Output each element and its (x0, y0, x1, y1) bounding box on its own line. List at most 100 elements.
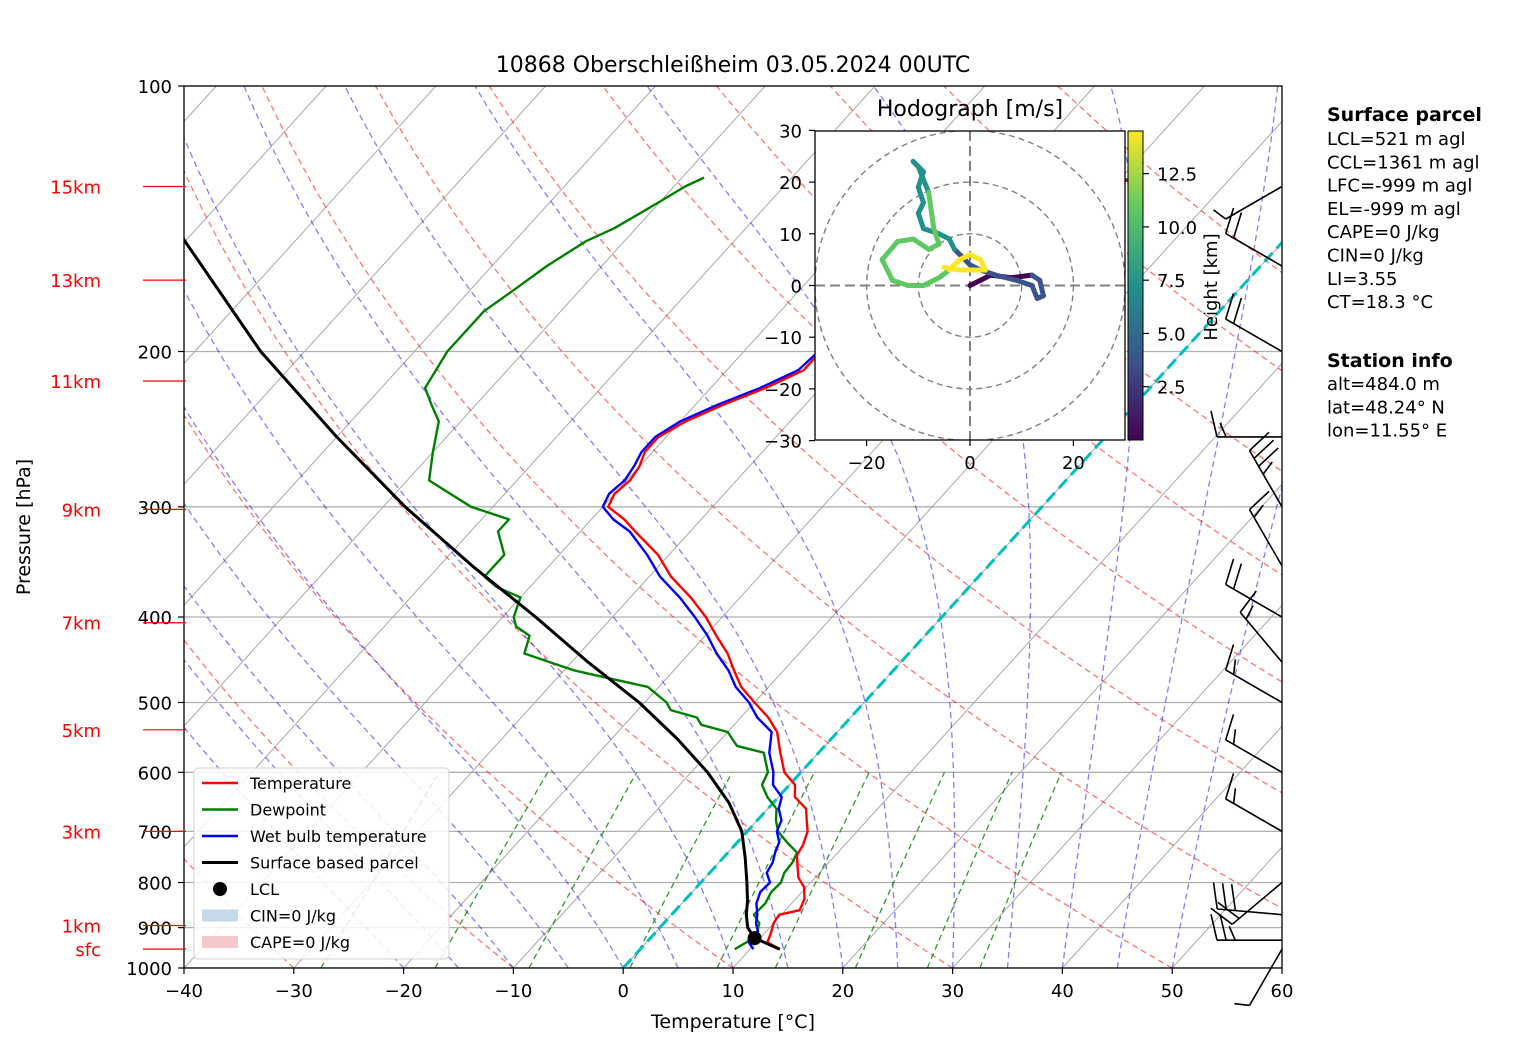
wind-barb (1248, 490, 1283, 567)
height-label: 11km (50, 372, 101, 393)
chart-title: 10868 Oberschleißheim 03.05.2024 00UTC (496, 53, 971, 78)
y-tick-label: 1000 (126, 959, 172, 980)
wind-barbs (1210, 185, 1283, 1007)
moist-adiabat (474, 86, 899, 968)
wind-barb-flag (1224, 293, 1235, 320)
y-tick-label: 200 (138, 343, 172, 364)
wind-barb-shaft (1231, 881, 1283, 925)
dry-adiabat (375, 86, 1282, 910)
wind-barb (1210, 881, 1283, 925)
height-label: 15km (50, 177, 101, 198)
y-tick-label: 900 (138, 919, 172, 940)
isotherm (184, 86, 766, 727)
moist-adiabat (184, 135, 734, 968)
wind-barb-flag (1245, 605, 1254, 620)
moist-adiabat (646, 86, 956, 968)
wind-barb-flag (1253, 439, 1275, 459)
wind-barb-flag (1232, 297, 1243, 324)
wind-barb-shaft (1225, 318, 1283, 353)
height-label: 3km (62, 822, 101, 843)
legend-label: CAPE=0 J/kg (250, 933, 350, 952)
y-tick-label: 800 (138, 874, 172, 895)
station-info-title: Station info (1327, 350, 1453, 372)
wind-barb-shaft (1225, 232, 1283, 267)
height-label: 7km (62, 614, 101, 635)
zero-degree-isotherm (622, 240, 1282, 968)
hodograph-y-tick-label: −20 (764, 380, 802, 401)
hodograph-axes: 30 20 10 0 −10 −20 −30 −20 0 20 (764, 121, 1085, 474)
hodograph-segment (879, 239, 901, 263)
legend-label: Surface based parcel (250, 854, 419, 873)
y-axis-label: Pressure [hPa] (13, 459, 35, 595)
hodograph-segment (879, 257, 895, 283)
wind-barb-shaft (1225, 739, 1283, 774)
colorbar-tick-label: 10.0 (1157, 218, 1197, 239)
legend-label: CIN=0 J/kg (250, 907, 336, 926)
wind-barb-shaft (1225, 583, 1283, 618)
wind-barb (1212, 882, 1283, 916)
surface-parcel-title: Surface parcel (1327, 104, 1482, 126)
wind-barb (1224, 293, 1283, 353)
wind-barb-shaft (1225, 185, 1283, 220)
surface-parcel-line: CT=18.3 °C (1327, 292, 1433, 313)
hodograph-segment (1037, 277, 1046, 299)
x-tick-label: 10 (722, 981, 745, 1002)
isotherm (513, 120, 1282, 968)
mixing-ratio-line (979, 772, 1063, 968)
profile-wet-bulb-temperature (601, 176, 1139, 950)
y-tick-label: 100 (138, 77, 172, 98)
colorbar-tick-label: 7.5 (1157, 271, 1186, 292)
height-label: 1km (62, 917, 101, 938)
hodograph-x-tick-label: 0 (964, 453, 975, 474)
x-tick-label: −30 (275, 981, 313, 1002)
hodograph-segment (895, 236, 916, 245)
wind-barb-flag (1224, 714, 1235, 741)
wind-barb-flag (1232, 212, 1243, 239)
isotherm (732, 362, 1282, 968)
y-tick-label: 400 (138, 608, 172, 629)
wind-barb-shaft (1225, 798, 1283, 833)
wind-barb-flag (1262, 461, 1273, 475)
wind-barb (1213, 185, 1283, 220)
surface-parcel-line: LFC=-999 m agl (1327, 176, 1472, 197)
lcl-marker (747, 931, 762, 946)
surface-parcel-line: CAPE=0 J/kg (1327, 222, 1440, 243)
wind-barb-flag (1224, 558, 1235, 585)
surface-parcel-line: LI=3.55 (1327, 269, 1398, 290)
height-label: sfc (75, 940, 101, 961)
wind-barb-shaft (1248, 450, 1283, 508)
hodograph-segment (915, 184, 926, 206)
height-label: 13km (50, 271, 101, 292)
y-axis: 1000 900 800 700 600 500 400 300 200 100 (126, 77, 184, 980)
surface-parcel-line: EL=-999 m agl (1327, 199, 1461, 220)
x-axis-label: Temperature [°C] (650, 1011, 815, 1033)
colorbar-tick-label: 2.5 (1157, 378, 1186, 399)
wind-barb-flag (1230, 884, 1237, 911)
wind-barb (1224, 644, 1283, 704)
hodograph-colorbar-ticks: 2.5 5.0 7.5 10.0 12.5 (1143, 165, 1197, 399)
dry-adiabat (184, 414, 734, 968)
hodograph-segment (1014, 277, 1035, 288)
hodograph-y-tick-label: 10 (779, 225, 802, 246)
x-tick-label: 50 (1161, 981, 1184, 1002)
colorbar-tick-label: 5.0 (1157, 324, 1186, 345)
wind-barb (1234, 948, 1283, 1007)
wind-barb-flag (1210, 907, 1233, 925)
x-axis: −40 −30 −20 −10 0 10 20 30 40 50 60 (165, 968, 1293, 1002)
mixing-ratio-line (854, 772, 946, 968)
wind-barb-flag (1228, 925, 1236, 941)
surface-parcel-line: CCL=1361 m agl (1327, 152, 1480, 173)
wind-barb-flag (1253, 504, 1264, 518)
x-tick-label: 60 (1271, 981, 1294, 1002)
x-tick-label: −20 (385, 981, 423, 1002)
wind-barb-flag (1232, 788, 1237, 804)
wind-barb-flag (1224, 207, 1235, 234)
colorbar-label: Height [km] (1201, 233, 1222, 340)
wind-barb-flag (1248, 490, 1270, 511)
wind-barb-flag (1248, 431, 1270, 452)
hodograph-segment (910, 236, 932, 252)
surface-parcel-line: LCL=521 m agl (1327, 129, 1466, 150)
legend-patch (202, 909, 238, 922)
